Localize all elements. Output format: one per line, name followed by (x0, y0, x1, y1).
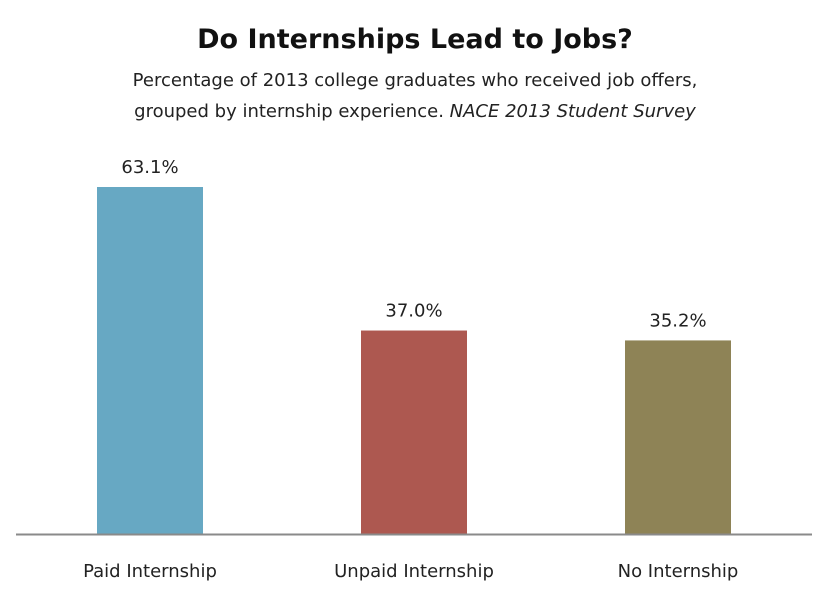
chart-subtitle-line1: Percentage of 2013 college graduates who… (132, 70, 698, 91)
bar-2 (361, 330, 467, 534)
chart-subtitle-line2: grouped by internship experience. NACE 2… (0, 101, 830, 122)
bar-1 (97, 187, 203, 534)
data-label: 35.2% (649, 310, 706, 331)
data-label: 63.1% (121, 157, 178, 178)
x-tick-label: Paid Internship (83, 561, 217, 582)
subtitle-text: grouped by internship experience. (134, 101, 444, 122)
x-tick-label: Unpaid Internship (334, 561, 494, 582)
bar-3 (625, 340, 731, 534)
source-citation: NACE 2013 Student Survey (449, 101, 696, 122)
data-label: 37.0% (385, 301, 442, 322)
x-tick-label: No Internship (618, 561, 739, 582)
chart-title: Do Internships Lead to Jobs? (197, 24, 633, 55)
